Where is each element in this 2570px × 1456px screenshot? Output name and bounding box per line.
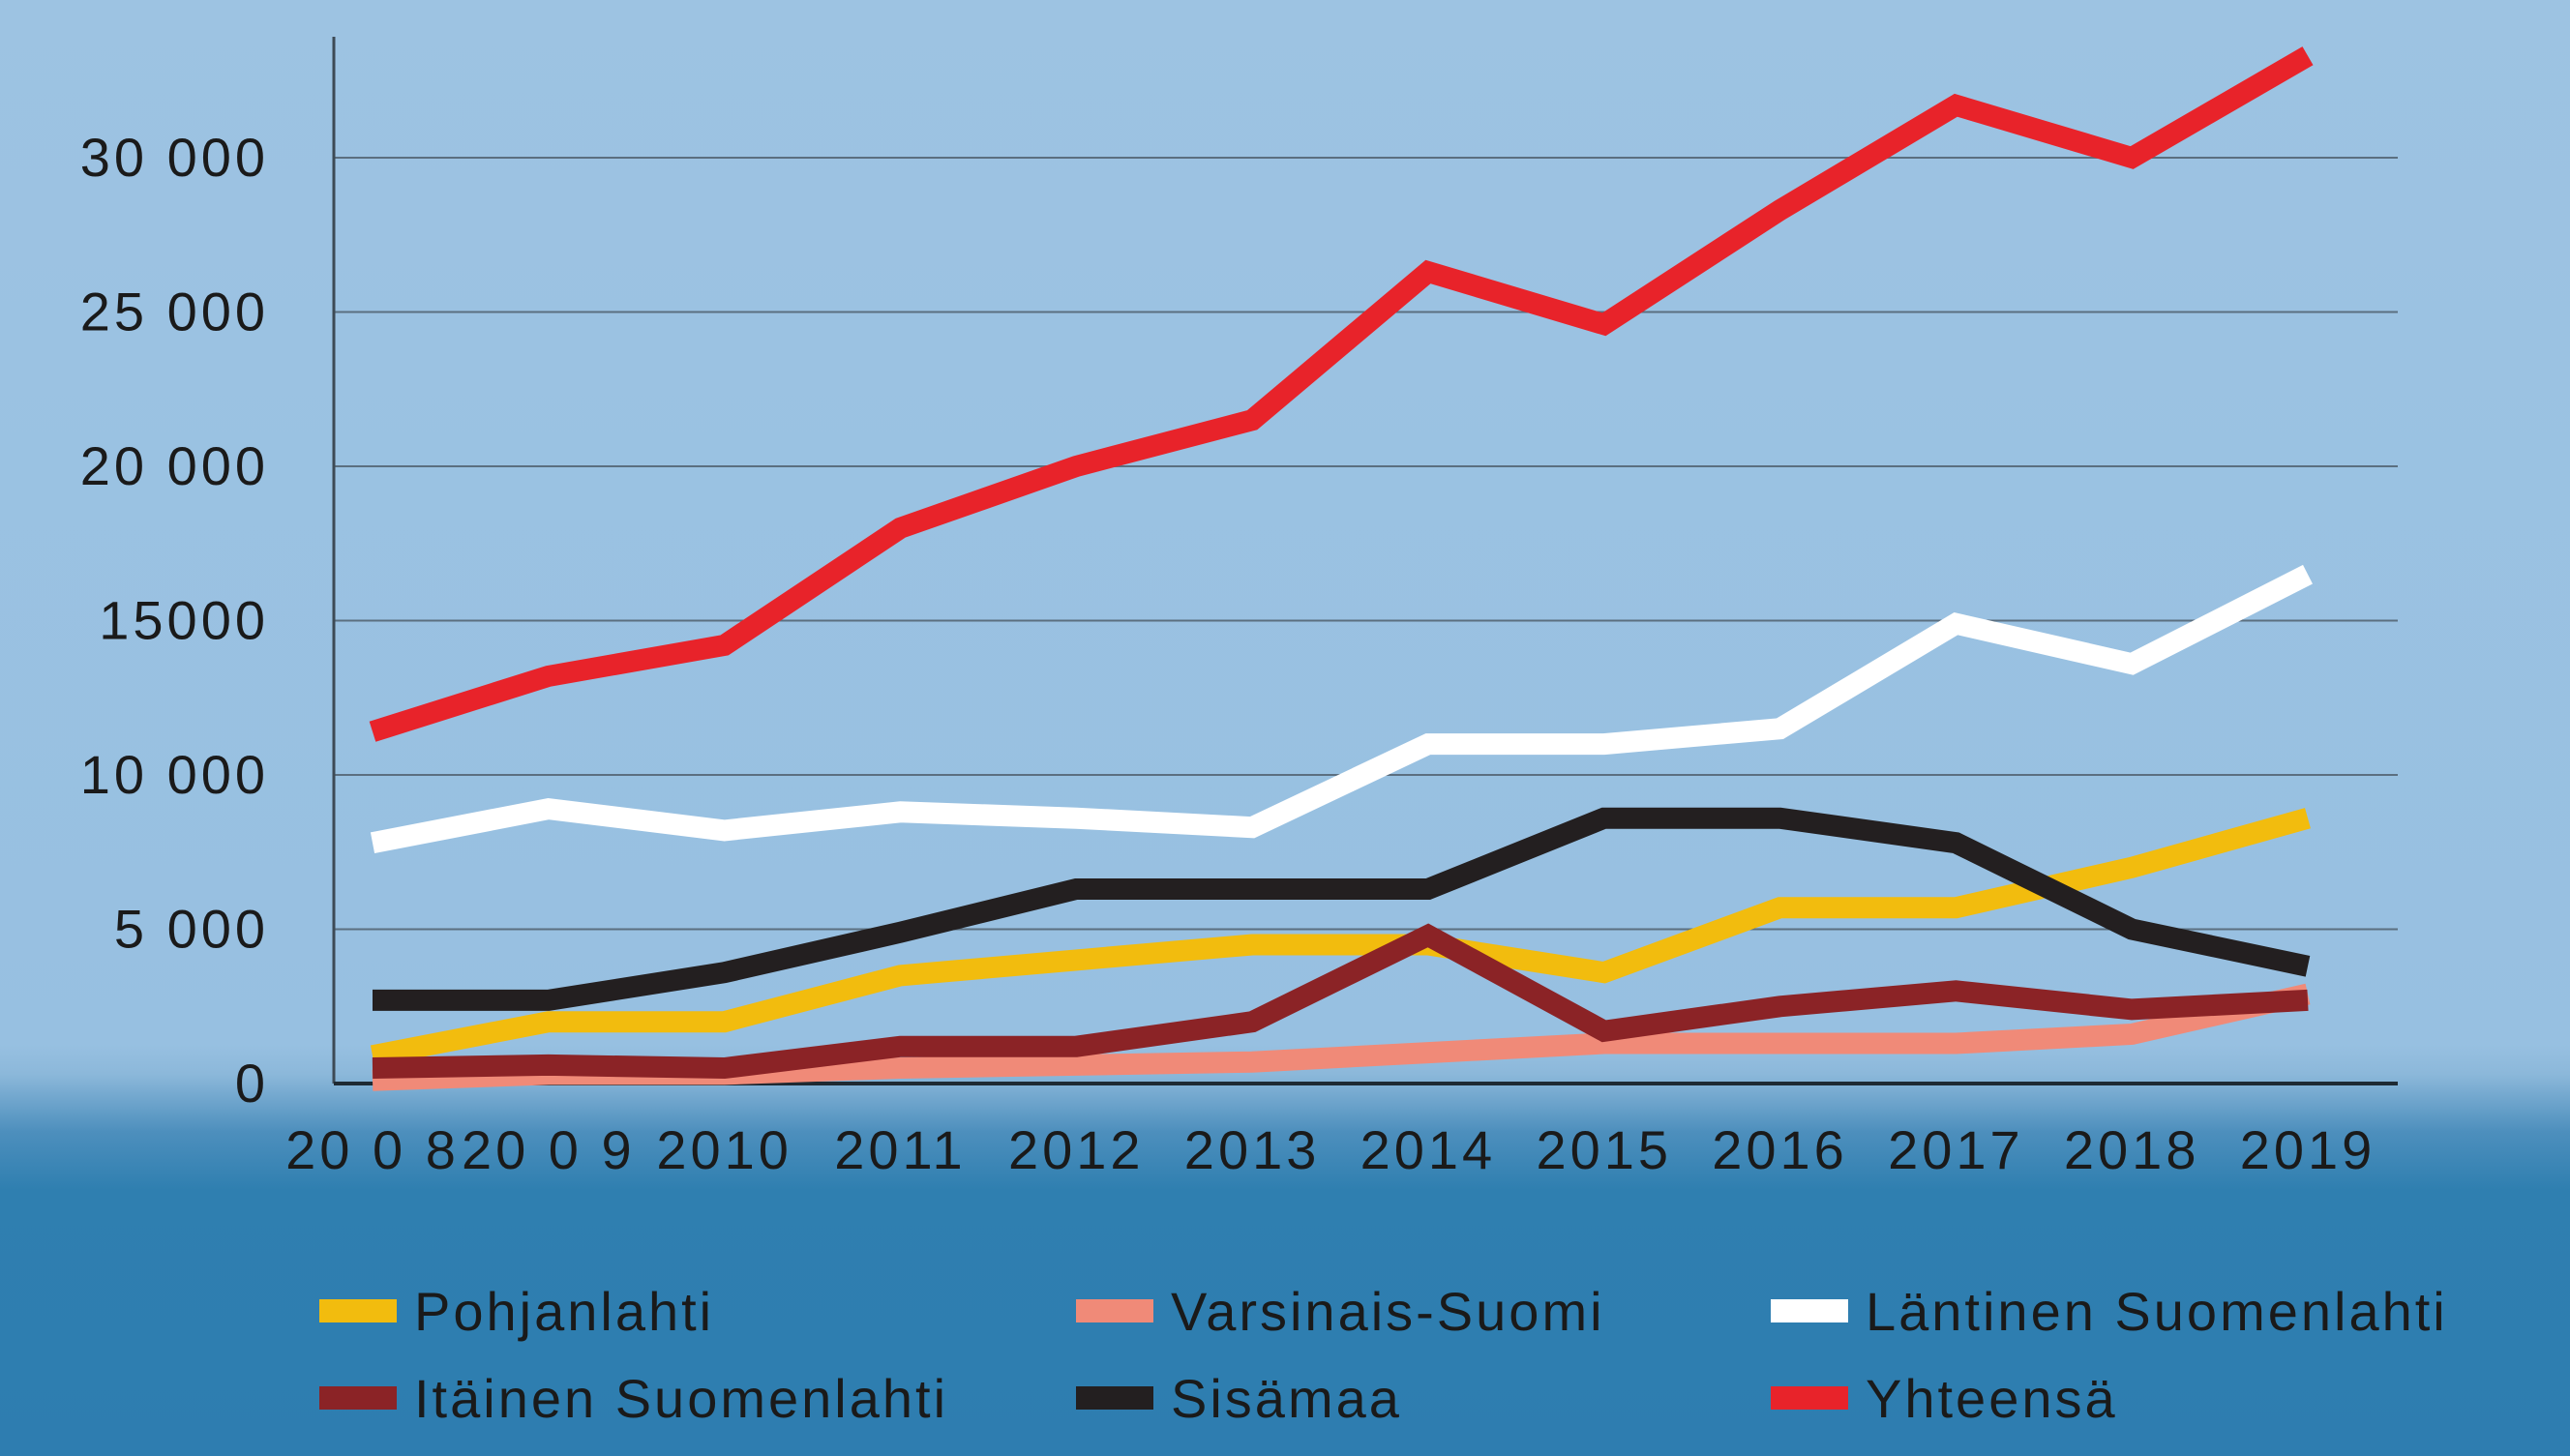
x-tick-label: 2011 (834, 1119, 966, 1180)
legend-swatch (319, 1386, 397, 1410)
legend-label: Varsinais-Suomi (1171, 1281, 1605, 1342)
x-tick-label: 2016 (1712, 1119, 1848, 1180)
axes (332, 37, 2398, 1085)
x-tick-label: 2014 (1360, 1119, 1497, 1180)
x-tick-label: 2015 (1536, 1119, 1672, 1180)
y-tick-label: 25 000 (80, 282, 269, 342)
y-tick-label: 20 000 (80, 435, 269, 496)
legend-swatch (1076, 1386, 1153, 1410)
y-tick-label: 15000 (99, 590, 269, 651)
legend-swatch (1076, 1299, 1153, 1322)
series-line-pohjanlahti (370, 808, 2311, 1067)
series-line-yhteens- (369, 46, 2314, 742)
y-tick-label: 10 000 (80, 744, 269, 805)
x-tick-label: 2010 (656, 1119, 792, 1180)
series-line-sis-maa (373, 807, 2311, 1011)
x-tick-label: 20 0 8 (285, 1119, 460, 1180)
legend: Pohjanlahti Varsinais-Suomi Läntinen Suome… (319, 1281, 2448, 1429)
x-tick-label: 2013 (1184, 1119, 1321, 1180)
y-tick-label: 5 000 (114, 899, 269, 960)
y-tick-label: 30 000 (80, 127, 269, 188)
legend-label: Itäinen Suomenlahti (414, 1368, 948, 1429)
y-axis-tick-labels: 0 5 000 10 000 15000 20 000 25 000 30 000 (80, 127, 269, 1114)
x-tick-label: 2017 (1888, 1119, 2024, 1180)
y-tick-label: 0 (235, 1053, 269, 1114)
x-tick-label: 20 0 9 (462, 1119, 636, 1180)
legend-label: Yhteensä (1866, 1368, 2118, 1429)
legend-label: Läntinen Suomenlahti (1866, 1281, 2448, 1342)
x-tick-label: 2018 (2064, 1119, 2200, 1180)
legend-label: Pohjanlahti (414, 1281, 714, 1342)
legend-swatch (1771, 1386, 1848, 1410)
legend-swatch (1771, 1299, 1848, 1322)
legend-label: Sisämaa (1171, 1368, 1402, 1429)
series-line-l-ntinen-suomenlahti (370, 564, 2313, 854)
legend-swatch (319, 1299, 397, 1322)
x-tick-label: 2019 (2240, 1119, 2376, 1180)
series-line-it-inen-suomenlahti (372, 923, 2309, 1080)
series-lines (369, 46, 2314, 1091)
x-axis-tick-labels: 20 0 8 20 0 9 2010 2011 2012 2013 2014 2015 2016… (285, 1119, 2376, 1180)
x-tick-label: 2012 (1008, 1119, 1145, 1180)
